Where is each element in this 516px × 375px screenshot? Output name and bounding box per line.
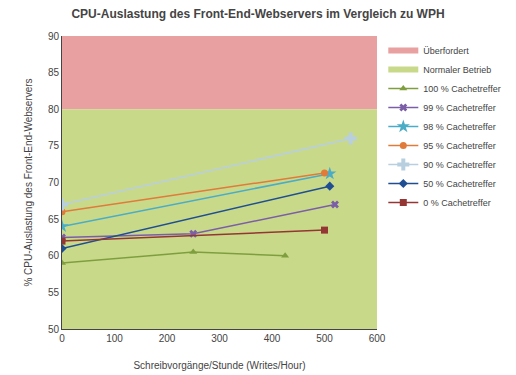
svg-text:100: 100	[106, 333, 123, 344]
svg-text:80: 80	[48, 104, 60, 115]
svg-text:Überfordert: Überfordert	[423, 46, 469, 56]
svg-text:0 % Cachetreffer: 0 % Cachetreffer	[423, 198, 490, 208]
svg-text:Normaler Betrieb: Normaler Betrieb	[423, 65, 491, 75]
svg-text:85: 85	[48, 67, 60, 78]
svg-text:90 % Cachetreffer: 90 % Cachetreffer	[423, 160, 495, 170]
svg-text:99 % Cachetreffer: 99 % Cachetreffer	[423, 103, 495, 113]
svg-text:600: 600	[369, 333, 386, 344]
svg-text:95 % Cachetreffer: 95 % Cachetreffer	[423, 141, 495, 151]
svg-text:65: 65	[48, 214, 60, 225]
svg-text:500: 500	[316, 333, 333, 344]
svg-text:90: 90	[48, 31, 60, 42]
svg-text:Schreibvorgänge/Stunde (Writes: Schreibvorgänge/Stunde (Writes/Hour)	[133, 360, 305, 371]
svg-text:50 % Cachetreffer: 50 % Cachetreffer	[423, 179, 495, 189]
svg-text:60: 60	[48, 250, 60, 261]
svg-text:50: 50	[48, 324, 60, 335]
svg-text:100 % Cachetreffer: 100 % Cachetreffer	[423, 84, 500, 94]
svg-text:200: 200	[159, 333, 176, 344]
svg-text:% CPU-Auslastung des Front-End: % CPU-Auslastung des Front-End-Webserver…	[23, 78, 34, 286]
svg-text:300: 300	[211, 333, 228, 344]
svg-text:70: 70	[48, 177, 60, 188]
svg-text:0: 0	[59, 333, 65, 344]
svg-text:55: 55	[48, 287, 60, 298]
svg-text:CPU-Auslastung des Front-End-W: CPU-Auslastung des Front-End-Webservers …	[71, 7, 444, 21]
svg-text:75: 75	[48, 140, 60, 151]
svg-text:98 % Cachetreffer: 98 % Cachetreffer	[423, 122, 495, 132]
svg-text:400: 400	[264, 333, 281, 344]
